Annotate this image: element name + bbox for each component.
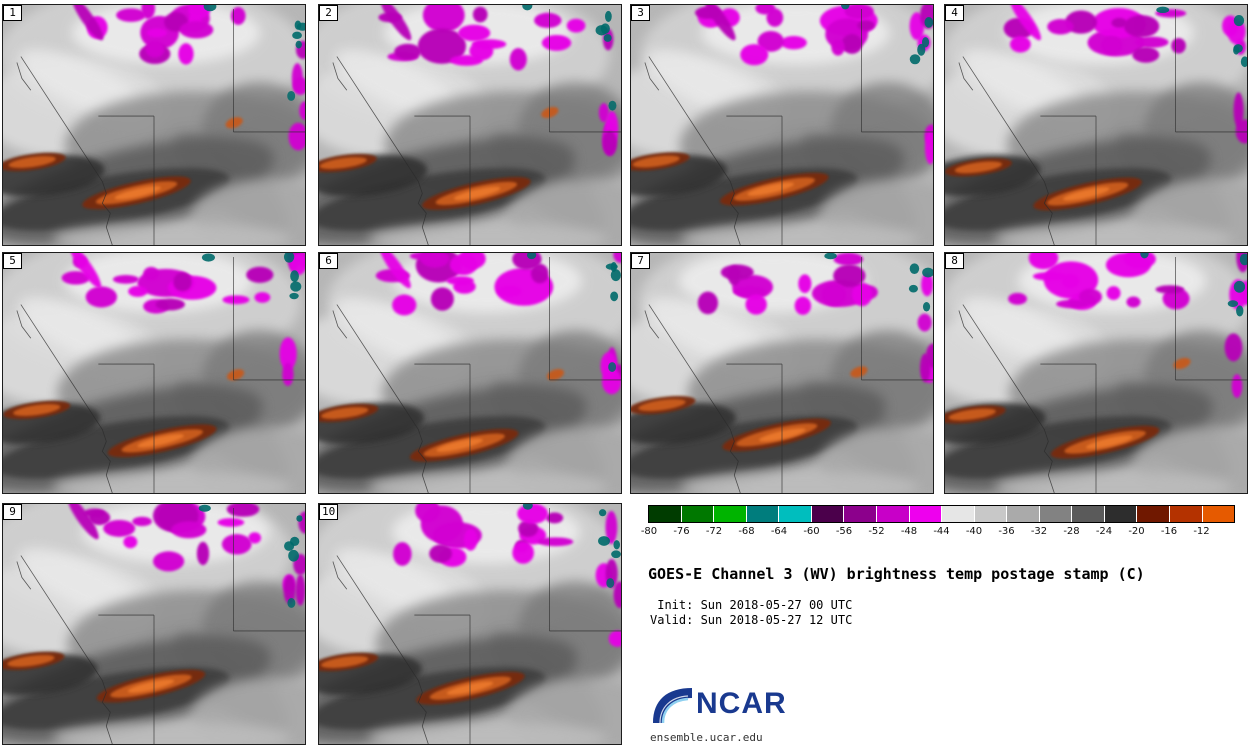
panel-number-label: 9 [3,504,22,520]
ensemble-member-panel: 10 [318,503,622,745]
colorbar-segment [876,506,909,522]
colorbar-segment [1039,506,1072,522]
satellite-image [319,5,621,245]
colorbar-tick: -12 [1193,526,1210,537]
ncar-logo-text: NCAR [696,687,787,720]
panel-number-label: 1 [3,5,22,21]
colorbar-tick: -68 [738,526,755,537]
colorbar-segment [1007,506,1039,522]
colorbar-segment [1170,506,1202,522]
panel-number-label: 7 [631,253,650,269]
colorbar-tick: -24 [1095,526,1113,537]
satellite-image [631,5,933,245]
colorbar-segment [844,506,876,522]
colorbar-tick: -76 [673,526,690,537]
colorbar-segment [779,506,811,522]
colorbar-tick: -72 [705,526,723,537]
satellite-image [945,5,1247,245]
ensemble-member-panel: 6 [318,252,622,494]
panel-number-label: 3 [631,5,650,21]
ensemble-member-panel: 7 [630,252,934,494]
footer-url: ensemble.ucar.edu [650,731,763,744]
colorbar-segment [974,506,1007,522]
ensemble-member-panel: 2 [318,4,622,246]
colorbar-tick: -44 [933,526,950,537]
satellite-image [631,253,933,493]
ensemble-member-panel: 4 [944,4,1248,246]
ensemble-member-panel: 5 [2,252,306,494]
satellite-image [945,253,1247,493]
init-time: Init: Sun 2018-05-27 00 UTC [650,598,853,612]
colorbar-tick: -32 [1030,526,1048,537]
ensemble-member-panel: 9 [2,503,306,745]
valid-time: Valid: Sun 2018-05-27 12 UTC [650,613,853,627]
colorbar-tick-row: -80 -76 -72 -68 -64 -60 -56 -52 -48 -44 -40 -36 -32 -… [641,526,1234,538]
colorbar-tick: -40 [965,526,983,537]
panel-number-label: 10 [319,504,339,520]
ensemble-member-panel: 3 [630,4,934,246]
ncar-logo: NCAR [648,683,787,725]
colorbar-segment [811,506,844,522]
colorbar-segment [649,506,681,522]
colorbar-segment [1104,506,1137,522]
colorbar-tick: -28 [1063,526,1080,537]
colorbar-segment [1202,506,1235,522]
colorbar-tick: -20 [1128,526,1145,537]
panel-number-label: 4 [945,5,964,21]
colorbar-segment [1072,506,1104,522]
colorbar-tick: -48 [900,526,918,537]
ensemble-member-panel: 8 [944,252,1248,494]
colorbar-tick: -56 [835,526,853,537]
ncar-logo-icon [653,688,692,724]
colorbar [648,505,1235,523]
colorbar-segment [909,506,942,522]
legend-info-block: -80 -76 -72 -68 -64 -60 -56 -52 -48 -44 -40 -36 -32 -… [641,503,1248,746]
colorbar-segment [681,506,714,522]
product-title: GOES-E Channel 3 (WV) brightness temp po… [648,565,1145,583]
colorbar-tick: -52 [868,526,885,537]
colorbar-tick: -36 [998,526,1015,537]
panel-number-label: 5 [3,253,22,269]
colorbar-tick: -60 [803,526,820,537]
satellite-image [3,253,305,493]
colorbar-tick: -80 [640,526,658,537]
panel-number-label: 8 [945,253,964,269]
satellite-image [3,504,305,744]
colorbar-segment [746,506,779,522]
panel-number-label: 2 [319,5,338,21]
colorbar-tick: -16 [1160,526,1178,537]
colorbar-tick: -64 [770,526,788,537]
ensemble-member-panel: 1 [2,4,306,246]
colorbar-segment [1137,506,1169,522]
satellite-image [319,504,621,744]
satellite-image [319,253,621,493]
panel-number-label: 6 [319,253,338,269]
colorbar-segment [942,506,974,522]
satellite-image [3,5,305,245]
colorbar-segment [714,506,746,522]
